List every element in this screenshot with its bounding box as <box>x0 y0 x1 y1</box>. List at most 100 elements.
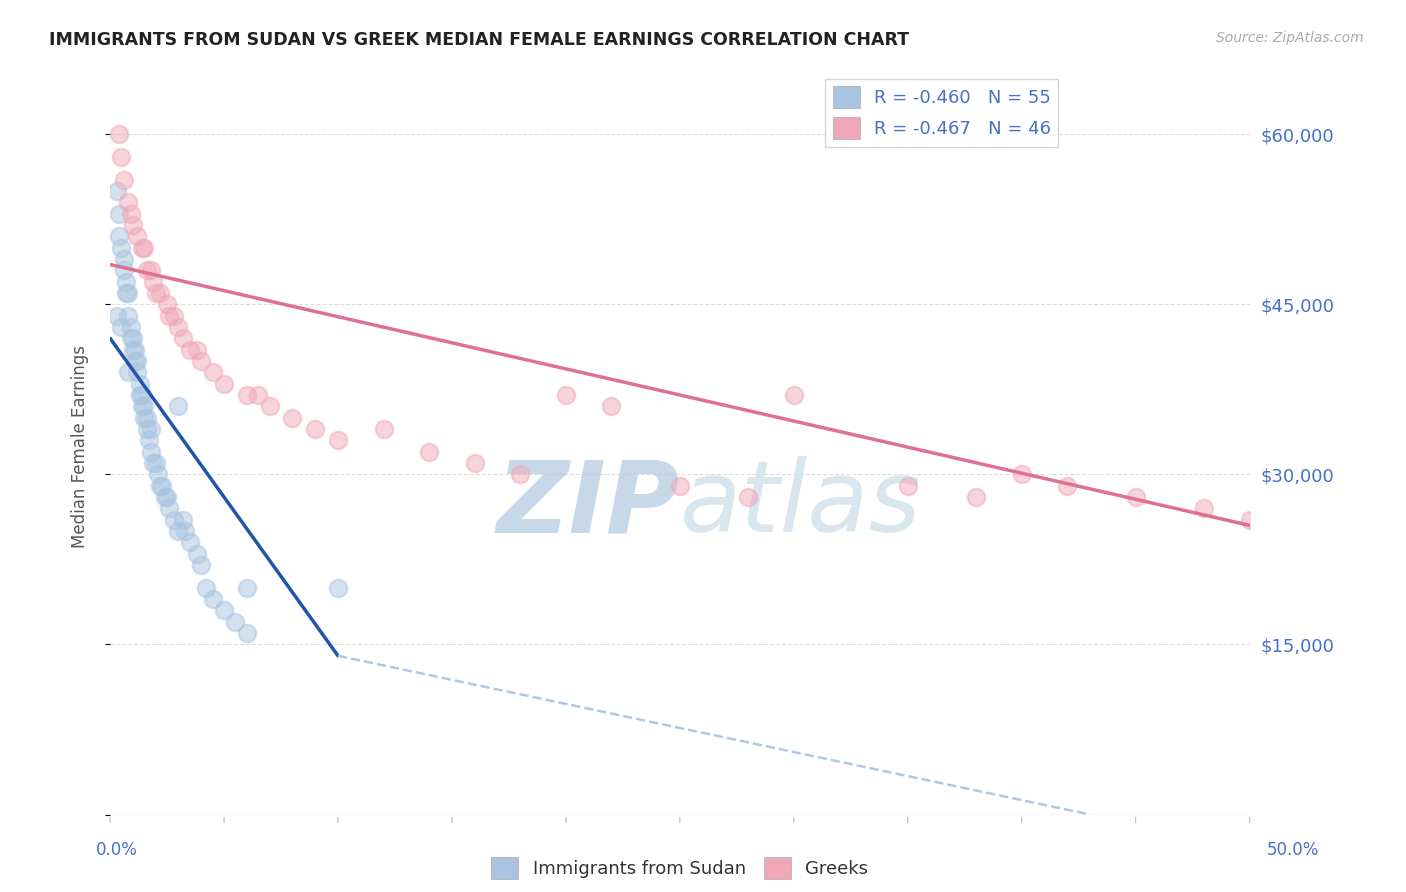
Point <box>304 422 326 436</box>
Point <box>281 410 304 425</box>
Point <box>179 343 201 357</box>
Point <box>115 275 138 289</box>
Point <box>1125 490 1147 504</box>
Point <box>464 456 486 470</box>
Text: IMMIGRANTS FROM SUDAN VS GREEK MEDIAN FEMALE EARNINGS CORRELATION CHART: IMMIGRANTS FROM SUDAN VS GREEK MEDIAN FE… <box>49 31 910 49</box>
Text: ZIP: ZIP <box>496 457 681 553</box>
Legend: R = -0.460   N = 55, R = -0.467   N = 46: R = -0.460 N = 55, R = -0.467 N = 46 <box>825 79 1059 146</box>
Point <box>783 388 806 402</box>
Text: 0.0%: 0.0% <box>96 840 138 858</box>
Point <box>897 478 920 492</box>
Point <box>212 376 235 391</box>
Text: Source: ZipAtlas.com: Source: ZipAtlas.com <box>1216 31 1364 45</box>
Point <box>135 263 157 277</box>
Point <box>121 218 143 232</box>
Point <box>120 331 142 345</box>
Point <box>156 297 179 311</box>
Point <box>247 388 270 402</box>
Point <box>201 365 224 379</box>
Point <box>115 285 138 300</box>
Point <box>669 478 692 492</box>
Point <box>201 592 224 607</box>
Point <box>157 309 180 323</box>
Point <box>121 331 143 345</box>
Point <box>112 172 135 186</box>
Point <box>186 547 208 561</box>
Point <box>149 478 172 492</box>
Text: atlas: atlas <box>681 457 921 553</box>
Point <box>326 581 349 595</box>
Point <box>326 434 349 448</box>
Point <box>1192 501 1215 516</box>
Point <box>131 400 153 414</box>
Point <box>236 581 259 595</box>
Point <box>737 490 759 504</box>
Point <box>153 490 176 504</box>
Point <box>145 456 167 470</box>
Point <box>236 626 259 640</box>
Point <box>156 490 179 504</box>
Point <box>105 184 128 198</box>
Point <box>149 285 172 300</box>
Point <box>139 444 162 458</box>
Point <box>121 343 143 357</box>
Point <box>120 320 142 334</box>
Point <box>152 478 174 492</box>
Point <box>190 354 212 368</box>
Point <box>127 229 149 244</box>
Point <box>190 558 212 572</box>
Point <box>112 252 135 266</box>
Point <box>124 354 146 368</box>
Point <box>112 263 135 277</box>
Point <box>186 343 208 357</box>
Point <box>139 422 162 436</box>
Point <box>127 354 149 368</box>
Point <box>124 343 146 357</box>
Point <box>167 400 190 414</box>
Point <box>174 524 197 538</box>
Point <box>110 241 132 255</box>
Point <box>139 263 162 277</box>
Point <box>135 422 157 436</box>
Point <box>134 400 156 414</box>
Point <box>259 400 281 414</box>
Point <box>108 229 131 244</box>
Point <box>134 410 156 425</box>
Point <box>167 524 190 538</box>
Point <box>373 422 395 436</box>
Point <box>117 195 139 210</box>
Text: 50.0%: 50.0% <box>1267 840 1319 858</box>
Point <box>554 388 576 402</box>
Point <box>142 275 165 289</box>
Point <box>135 410 157 425</box>
Point <box>117 309 139 323</box>
Point <box>194 581 217 595</box>
Point <box>145 285 167 300</box>
Point <box>172 513 194 527</box>
Point <box>163 309 186 323</box>
Point <box>110 320 132 334</box>
Point <box>131 241 153 255</box>
Point <box>965 490 987 504</box>
Point <box>157 501 180 516</box>
Point <box>134 241 156 255</box>
Point <box>105 309 128 323</box>
Y-axis label: Median Female Earnings: Median Female Earnings <box>72 344 89 548</box>
Point <box>1239 513 1261 527</box>
Point <box>146 467 169 482</box>
Point <box>138 434 160 448</box>
Point <box>117 285 139 300</box>
Point <box>131 388 153 402</box>
Point <box>509 467 531 482</box>
Point <box>167 320 190 334</box>
Point <box>127 365 149 379</box>
Point <box>108 206 131 220</box>
Point <box>128 388 150 402</box>
Point <box>1011 467 1033 482</box>
Point <box>142 456 165 470</box>
Point <box>108 127 131 141</box>
Point <box>418 444 440 458</box>
Point <box>172 331 194 345</box>
Point <box>212 603 235 617</box>
Point <box>224 615 246 629</box>
